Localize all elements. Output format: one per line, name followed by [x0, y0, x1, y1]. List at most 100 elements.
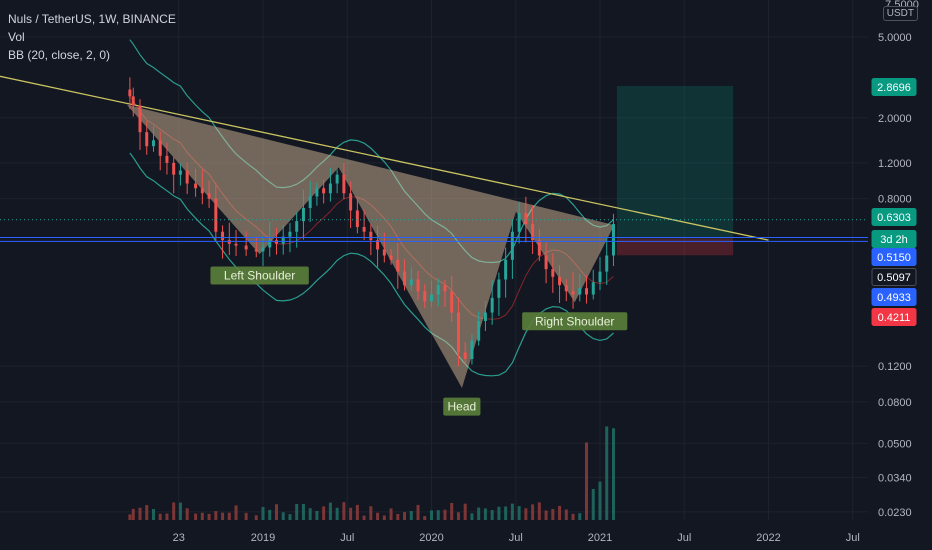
volume-bar — [510, 503, 514, 520]
bb-basis-line — [129, 96, 614, 320]
price-tick-label: 0.1200 — [878, 361, 912, 373]
volume-bar — [301, 503, 305, 520]
volume-bar — [450, 502, 454, 520]
volume-bar — [244, 512, 248, 520]
candle-body — [456, 312, 460, 353]
candle-body — [288, 231, 292, 237]
time-tick-label: Jul — [509, 532, 523, 544]
volume-bar — [254, 515, 258, 520]
volume-bar — [571, 513, 575, 520]
volume-bar — [158, 513, 162, 520]
candle-body — [585, 288, 589, 295]
volume-bar — [308, 508, 312, 520]
volume-bar — [165, 513, 169, 520]
volume-bar — [544, 510, 548, 520]
candle-body — [301, 207, 305, 222]
price-tag-box — [871, 248, 917, 266]
candle-body — [261, 247, 265, 252]
volume-bar — [423, 515, 427, 520]
volume-legend[interactable]: Vol — [8, 30, 25, 44]
candle-body — [128, 89, 132, 97]
candle-body — [151, 140, 155, 147]
volume-bar — [145, 505, 149, 520]
time-tick-label: 2020 — [419, 532, 443, 544]
candle-body — [328, 183, 332, 194]
price-tick-label: 0.0800 — [878, 397, 912, 409]
volume-bar — [234, 505, 238, 520]
volume-bar — [355, 504, 359, 520]
candle-body — [362, 227, 366, 232]
volume-bar — [430, 510, 433, 520]
symbol-line[interactable]: Nuls / TetherUS, 1W, BINANCE — [8, 12, 176, 26]
candle-body — [158, 140, 162, 156]
annotation-box — [210, 266, 309, 285]
candle-body — [172, 162, 176, 175]
candle-body — [308, 196, 312, 208]
volume-bar — [497, 506, 501, 520]
volume-bar — [551, 508, 555, 520]
candle-body — [315, 188, 319, 197]
volume-bar — [591, 488, 595, 520]
volume-bar — [477, 507, 481, 520]
candle-body — [470, 340, 474, 360]
candle-body — [165, 155, 169, 163]
price-tag-box — [871, 78, 917, 96]
bb-upper-band — [129, 39, 614, 264]
horizontal-levels[interactable] — [0, 219, 868, 242]
candle-body — [463, 352, 467, 360]
long-position-zones[interactable] — [616, 85, 734, 256]
volume-bar — [463, 503, 467, 520]
annotation-label: Head — [447, 400, 476, 414]
candle-body — [268, 240, 272, 248]
volume-bar — [436, 510, 440, 520]
annotation-label: Right Shoulder — [535, 314, 614, 328]
volume-bar — [389, 508, 393, 520]
price-tag-label: 0.6303 — [877, 212, 911, 224]
candle-body — [531, 224, 535, 241]
candle-body — [605, 255, 609, 272]
candle-body — [504, 259, 508, 280]
volume-bar — [227, 512, 231, 520]
price-tag-box — [871, 268, 917, 286]
candle-body — [200, 188, 204, 194]
candle-body — [477, 320, 481, 341]
volume-bar — [268, 509, 272, 520]
price-tag-label: 0.5097 — [877, 272, 911, 284]
candle-body — [403, 271, 407, 286]
candle-body — [244, 245, 248, 250]
currency-unit-badge[interactable]: USDT — [882, 6, 918, 21]
candle-body — [185, 170, 189, 184]
candle-body — [524, 213, 528, 225]
volume-bar — [131, 508, 135, 520]
volume-bar — [490, 510, 494, 520]
candle-body — [207, 193, 211, 199]
volume-histogram — [128, 426, 615, 520]
volume-bar — [585, 442, 589, 520]
annotation-box — [522, 312, 628, 331]
candle-body — [376, 240, 380, 250]
candle-body — [342, 174, 346, 194]
volume-bar — [369, 506, 373, 520]
time-axis[interactable]: 23 2019 Jul 2020 Jul 2021 Jul 2022 Jul — [173, 532, 860, 544]
candle-body — [369, 231, 373, 241]
annotation-box — [443, 397, 481, 416]
volume-bar — [322, 506, 326, 520]
volume-bar — [578, 513, 582, 520]
candle-body — [571, 291, 575, 295]
candle-body — [558, 276, 562, 286]
price-tag-label: 0.5150 — [877, 252, 911, 264]
candle-body — [274, 240, 278, 244]
candle-body — [389, 255, 393, 260]
candle-body — [483, 312, 487, 321]
volume-bar — [558, 505, 562, 520]
stop-zone — [616, 238, 734, 256]
candle-body — [178, 170, 182, 175]
volume-bar — [376, 512, 380, 520]
candle-body — [423, 291, 427, 302]
volume-bar — [328, 502, 332, 520]
candle-body — [194, 183, 198, 189]
candle-body — [591, 282, 595, 295]
bollinger-legend[interactable]: BB (20, close, 2, 0) — [8, 48, 111, 62]
